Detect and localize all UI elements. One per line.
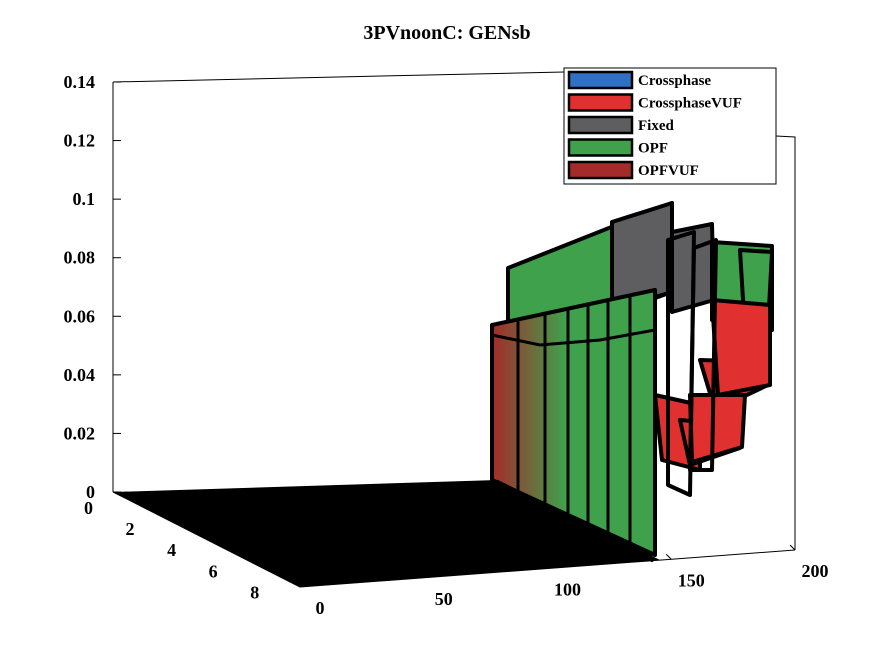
surface-fold-1 — [666, 230, 696, 497]
surface-red-4 — [688, 393, 747, 464]
x-tick-mark — [665, 553, 672, 560]
legend-label: Fixed — [638, 118, 674, 134]
y-tick-label: 4 — [167, 540, 176, 560]
x-tick-label: 200 — [802, 561, 829, 581]
z-axis-ticks: 0 0.02 0.04 0.06 0.08 0.1 0.12 0.14 — [64, 72, 121, 502]
y-tick-label: 8 — [250, 582, 259, 602]
z-tick-label: 0.14 — [64, 72, 96, 92]
z-tick-label: 0.02 — [64, 423, 96, 443]
surface-front-face — [490, 288, 657, 557]
x-axis-ticks: 0 50 100 150 200 — [294, 544, 829, 618]
z-tick-label: 0.04 — [64, 365, 96, 385]
legend-swatch — [567, 93, 634, 112]
legend-swatch — [567, 70, 634, 90]
y-tick-label: 0 — [84, 498, 93, 518]
box-edge-right-back — [775, 135, 796, 550]
z-tick-label: 0.08 — [64, 248, 96, 268]
z-tick-label: 0 — [86, 482, 95, 502]
x-tick-label: 50 — [435, 589, 453, 609]
x-tick-mark — [294, 581, 301, 588]
legend-swatch — [567, 160, 634, 180]
x-tick-label: 0 — [316, 598, 325, 618]
surface-walls — [490, 201, 774, 562]
y-axis-line — [112, 491, 301, 588]
box-edge-top-back — [112, 71, 565, 83]
z-tick-label: 0.1 — [73, 189, 96, 209]
surface-red-5 — [710, 298, 772, 397]
legend-label: OPF — [638, 141, 668, 157]
x-tick-label: 150 — [678, 570, 705, 590]
legend-label: Crossphase — [638, 73, 711, 89]
surface-fold-2 — [688, 238, 718, 472]
legend-swatch — [567, 138, 634, 157]
legend-label: OPFVUF — [638, 163, 699, 179]
surface-floor — [113, 480, 660, 587]
y-tick-label: 6 — [209, 561, 218, 581]
x-tick-mark — [418, 572, 425, 579]
z-tick-label: 0.06 — [64, 306, 96, 326]
x-tick-mark — [542, 563, 548, 569]
z-tick-label: 0.12 — [64, 131, 96, 151]
legend-swatch — [567, 115, 634, 135]
surface-ridge-line — [491, 328, 656, 347]
y-axis-ticks: 0 2 4 6 8 — [84, 498, 259, 602]
y-tick-label: 2 — [126, 519, 135, 539]
legend: Crossphase CrossphaseVUF Fixed OPF OPFVUF — [563, 67, 777, 185]
chart-title: 3PVnoonC: GENsb — [363, 22, 530, 44]
x-tick-mark — [789, 544, 796, 551]
x-tick-label: 100 — [554, 580, 581, 600]
legend-label: CrossphaseVUF — [638, 96, 742, 112]
